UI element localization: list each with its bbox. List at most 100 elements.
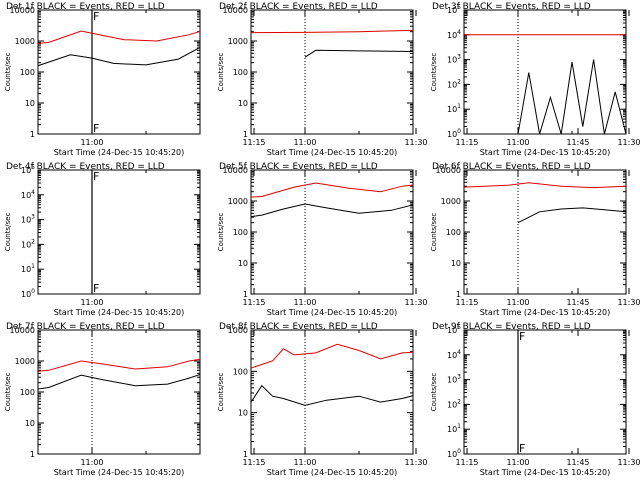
y-tick-label: 10000 <box>10 326 35 335</box>
y-tick-label: 1000 <box>228 326 248 335</box>
y-tick-label: 1000 <box>228 197 248 206</box>
interval-marker-label: E <box>198 282 205 295</box>
x-tick-label: 11:30 <box>404 458 427 467</box>
panel-title: Det 4f BLACK = Events, RED = LLD <box>6 162 165 172</box>
panel-title: Det 3f BLACK = Events, RED = LLD <box>432 2 591 12</box>
x-tick-label: 11:00 <box>80 298 103 307</box>
interval-marker-label: F <box>93 170 99 183</box>
y-tick-label: 10 <box>238 99 248 108</box>
panel-title: Det 7f BLACK = Events, RED = LLD <box>6 322 165 332</box>
y-axis-label: Counts/sec <box>4 53 12 92</box>
plot-frame <box>463 9 627 135</box>
y-tick-label: 100 <box>233 367 248 376</box>
x-tick-label: 11:15 <box>242 138 265 147</box>
plot-area: EEFFEE <box>38 10 510 135</box>
x-axis-label: Start Time (24-Dec-15 10:45:20) <box>480 308 611 317</box>
series-line-events <box>38 373 200 390</box>
plot-area: EE <box>464 170 626 294</box>
plot-frame <box>463 169 627 295</box>
series-line-events <box>517 59 626 134</box>
plot-frame <box>250 169 414 295</box>
y-axis-label: Counts/sec <box>217 373 225 412</box>
y-tick-label: 1000 <box>228 37 248 46</box>
plot-frame <box>463 329 627 455</box>
panel-title: Det 1f BLACK = Events, RED = LLD <box>6 2 165 12</box>
plot-area: EE <box>464 10 626 134</box>
y-axis-label: Counts/sec <box>4 213 12 252</box>
interval-marker-label: F <box>93 122 99 135</box>
y-axis-label: Counts/sec <box>217 53 225 92</box>
plot-area: EEEE <box>198 330 413 455</box>
panel-title: Det 2f BLACK = Events, RED = LLD <box>219 2 378 12</box>
interval-marker-label: E <box>503 282 510 295</box>
interval-marker-label: E <box>411 442 418 455</box>
x-tick-label: 11:15 <box>242 458 265 467</box>
panel-det-1f: Det 1f BLACK = Events, RED = LLD 1 10 100 10… <box>4 2 590 157</box>
x-axis-label: Start Time (24-Dec-15 10:45:20) <box>267 468 398 477</box>
y-axis-label: Counts/sec <box>217 213 225 252</box>
panel-title: Det 8f BLACK = Events, RED = LLD <box>219 322 378 332</box>
plot-frame <box>37 329 201 455</box>
y-tick-label: 1 <box>243 450 248 459</box>
series-line-lld <box>464 182 626 189</box>
panel-det-5f: Det 5f BLACK = Events, RED = LLD 1 10 100 10… <box>198 162 640 317</box>
plot-frame <box>37 9 201 135</box>
x-tick-label: 11:00 <box>506 138 529 147</box>
x-tick-label: 11:00 <box>506 298 529 307</box>
plot-area: EEFFEE <box>91 170 510 295</box>
panel-det-7f: Det 7f BLACK = Events, RED = LLD 1 10 100 10… <box>4 322 590 477</box>
interval-marker-label: F <box>519 330 525 343</box>
x-axis-label: Start Time (24-Dec-15 10:45:20) <box>267 148 398 157</box>
x-tick-label: 11:45 <box>566 138 589 147</box>
interval-marker-label: F <box>93 10 99 23</box>
y-tick-label: 103 <box>447 54 461 65</box>
y-tick-label: 105 <box>447 324 461 335</box>
series-line-lld <box>251 29 413 34</box>
plot-area: EEEE <box>198 170 413 295</box>
y-tick-label: 100 <box>21 288 35 299</box>
y-tick-label: 10 <box>25 419 35 428</box>
series-line-lld <box>251 182 413 198</box>
x-tick-label: 11:45 <box>566 458 589 467</box>
x-tick-label: 11:45 <box>566 298 589 307</box>
series-line-events <box>251 384 413 406</box>
series-line-events <box>304 49 413 58</box>
x-tick-label: 11:00 <box>80 458 103 467</box>
y-tick-label: 104 <box>447 349 461 360</box>
y-tick-label: 10000 <box>10 6 35 15</box>
y-tick-label: 10000 <box>223 166 248 175</box>
series-line-lld <box>38 30 200 45</box>
y-tick-label: 10000 <box>223 6 248 15</box>
interval-marker-label: E <box>198 442 205 455</box>
x-axis-label: Start Time (24-Dec-15 10:45:20) <box>54 468 185 477</box>
y-tick-label: 1 <box>30 450 35 459</box>
plot-area: EEEE <box>251 10 413 134</box>
x-tick-label: 11:15 <box>455 298 478 307</box>
plot-area: EEEE <box>38 330 200 454</box>
y-tick-label: 102 <box>21 238 35 249</box>
interval-marker-label: E <box>503 122 510 135</box>
series-line-lld <box>251 343 413 369</box>
plot-frame <box>37 169 201 295</box>
panel-det-2f: Det 2f BLACK = Events, RED = LLD 1 10 100 10… <box>217 2 640 157</box>
y-axis-label: Counts/sec <box>430 53 438 92</box>
x-tick-label: 11:15 <box>455 458 478 467</box>
x-tick-label: 11:30 <box>617 458 640 467</box>
y-tick-label: 101 <box>21 263 35 274</box>
y-tick-label: 100 <box>20 388 35 397</box>
x-tick-label: 11:00 <box>293 138 316 147</box>
panel-title: Det 6f BLACK = Events, RED = LLD <box>432 162 591 172</box>
x-tick-label: 11:30 <box>617 138 640 147</box>
x-axis-label: Start Time (24-Dec-15 10:45:20) <box>480 468 611 477</box>
y-tick-label: 1 <box>243 290 248 299</box>
y-tick-label: 100 <box>233 228 248 237</box>
panel-det-9f: Det 9f BLACK = Events, RED = LLD 100 101 10… <box>411 322 627 477</box>
y-tick-label: 101 <box>447 103 461 114</box>
y-tick-label: 10000 <box>436 166 461 175</box>
y-tick-label: 100 <box>447 128 461 139</box>
y-tick-label: 1 <box>456 290 461 299</box>
x-tick-label: 11:00 <box>293 458 316 467</box>
x-axis-label: Start Time (24-Dec-15 10:45:20) <box>267 308 398 317</box>
y-tick-label: 10 <box>238 259 248 268</box>
